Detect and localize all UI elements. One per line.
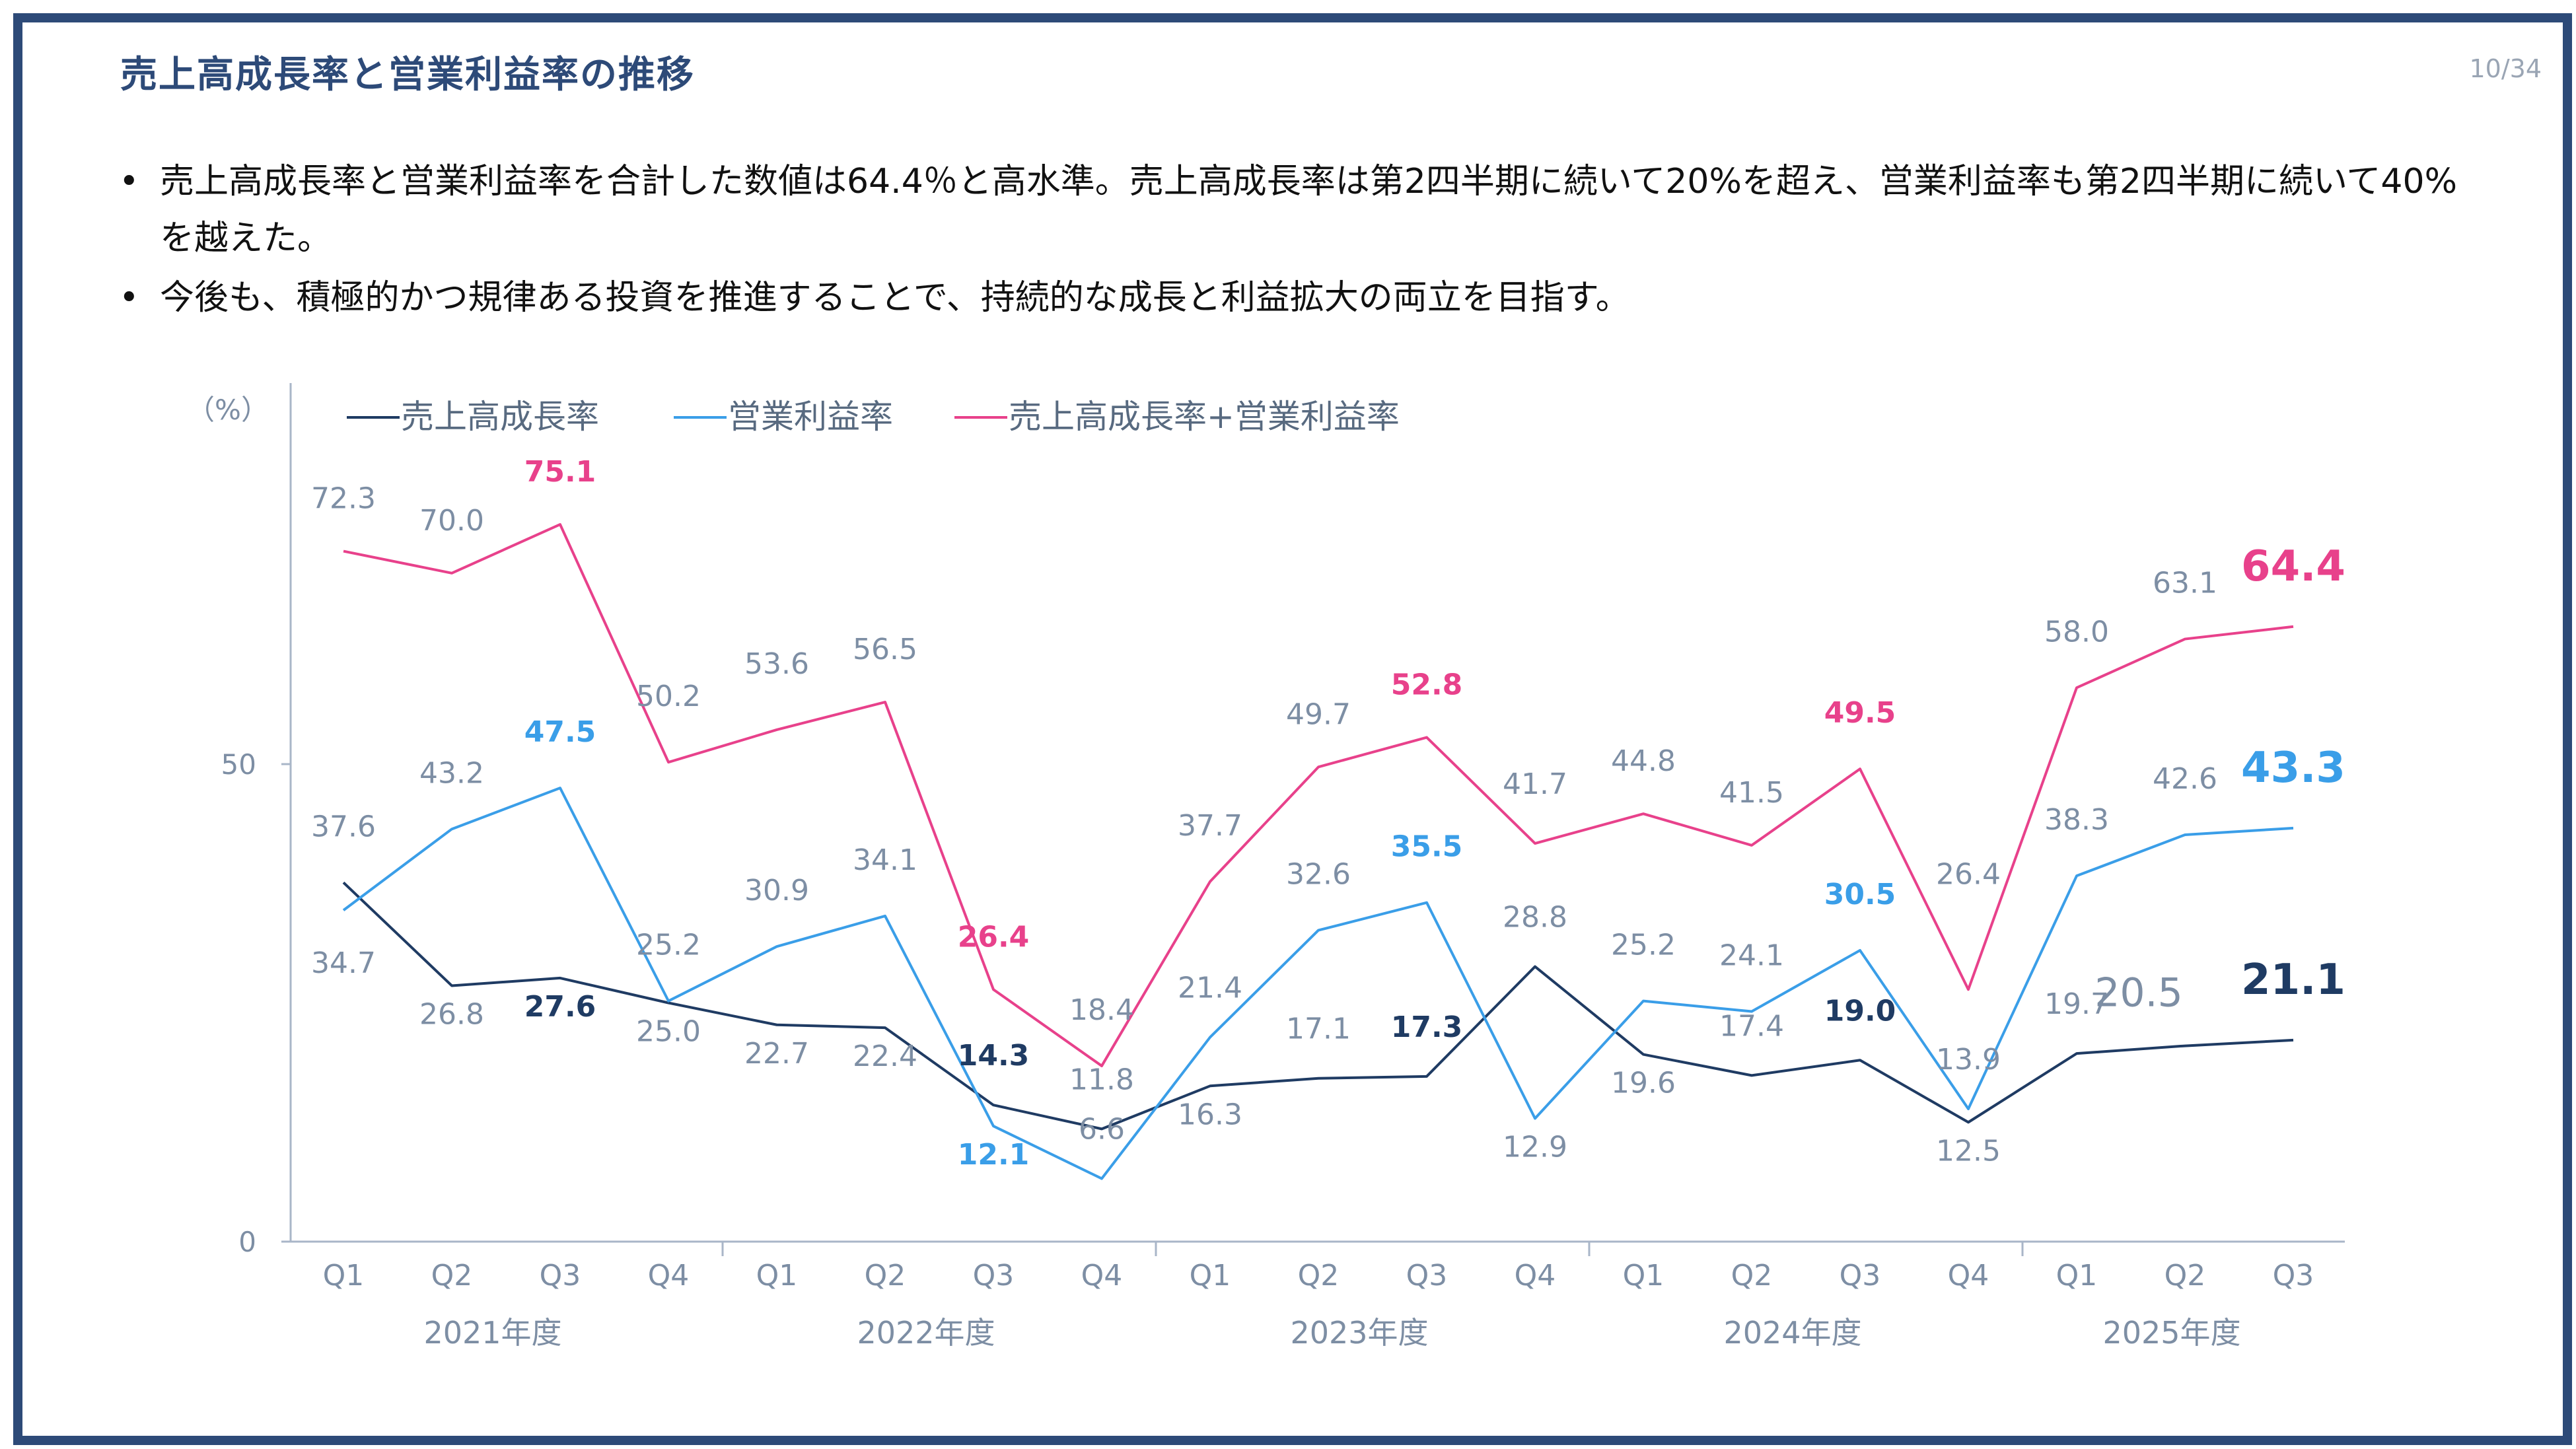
data-label: 30.9 <box>744 874 809 907</box>
data-label: 25.2 <box>636 929 701 962</box>
data-label: 70.0 <box>419 504 484 538</box>
year-group-label: 2024年度 <box>1723 1315 1861 1351</box>
x-tick-label: Q3 <box>973 1259 1015 1292</box>
x-tick-label: Q4 <box>1515 1259 1556 1292</box>
data-label: 56.5 <box>853 633 917 666</box>
bullet-item: 売上高成長率と営業利益率を合計した数値は64.4％と高水準。売上高成長率は第2四… <box>119 153 2470 267</box>
data-label: 24.1 <box>1719 939 1784 973</box>
data-label: 26.8 <box>419 997 484 1031</box>
data-label: 47.5 <box>524 715 596 749</box>
x-tick-label: Q4 <box>648 1259 690 1292</box>
data-label: 43.2 <box>419 756 484 790</box>
x-tick-label: Q3 <box>2273 1259 2314 1292</box>
data-label: 44.8 <box>1611 744 1676 778</box>
data-label: 21.1 <box>2241 956 2345 1005</box>
data-label: 49.5 <box>1824 696 1896 730</box>
data-label: 26.4 <box>1936 857 2001 891</box>
data-label: 22.7 <box>744 1037 809 1071</box>
data-label: 27.6 <box>524 990 596 1024</box>
data-label: 50.2 <box>636 680 701 713</box>
x-tick-label: Q2 <box>1731 1259 1773 1292</box>
data-label: 63.1 <box>2153 567 2217 600</box>
x-tick-label: Q1 <box>323 1259 365 1292</box>
data-label: 35.5 <box>1391 830 1463 864</box>
y-tick-label: 0 <box>238 1226 256 1258</box>
data-label: 32.6 <box>1286 858 1351 892</box>
page-number: 10/34 <box>2469 54 2542 83</box>
data-label: 64.4 <box>2241 542 2345 591</box>
data-label: 18.4 <box>1069 993 1134 1027</box>
data-label: 26.4 <box>958 920 1030 954</box>
series-line-3 <box>343 523 2294 1067</box>
data-label: 42.6 <box>2153 762 2217 796</box>
x-tick-label: Q3 <box>1406 1259 1448 1292</box>
data-label: 17.4 <box>1719 1009 1784 1043</box>
year-group-label: 2025年度 <box>2102 1315 2240 1351</box>
data-label: 53.6 <box>744 647 809 681</box>
data-label: 25.2 <box>1611 929 1676 962</box>
data-label: 19.6 <box>1611 1067 1676 1100</box>
data-label: 41.5 <box>1719 776 1784 810</box>
data-label: 20.5 <box>2094 970 2183 1016</box>
year-group-label: 2022年度 <box>857 1315 995 1351</box>
x-tick-label: Q1 <box>756 1259 798 1292</box>
x-tick-label: Q2 <box>1298 1259 1340 1292</box>
bullet-list: 売上高成長率と営業利益率を合計した数値は64.4％と高水準。売上高成長率は第2四… <box>119 153 2470 329</box>
data-label: 49.7 <box>1286 697 1351 731</box>
year-group-label: 2023年度 <box>1290 1315 1428 1351</box>
data-label: 22.4 <box>853 1040 917 1073</box>
data-label: 37.6 <box>311 810 376 843</box>
data-label: 17.3 <box>1391 1010 1463 1044</box>
x-tick-label: Q2 <box>431 1259 473 1292</box>
data-label: 28.8 <box>1503 901 1567 935</box>
data-label: 21.4 <box>1178 972 1242 1005</box>
data-label: 58.0 <box>2044 615 2109 649</box>
data-label: 37.7 <box>1178 809 1242 843</box>
data-label: 34.1 <box>853 843 917 877</box>
data-label: 25.0 <box>636 1015 701 1049</box>
x-tick-label: Q2 <box>865 1259 906 1292</box>
data-label: 19.7 <box>2044 987 2109 1021</box>
data-label: 34.7 <box>311 946 376 980</box>
data-label: 12.1 <box>958 1138 1030 1172</box>
y-axis-unit-label: （%） <box>187 394 269 426</box>
data-label: 12.5 <box>1936 1134 2001 1168</box>
data-label: 14.3 <box>958 1039 1030 1073</box>
bullet-item: 今後も、積極的かつ規律ある投資を推進することで、持続的な成長と利益拡大の両立を目… <box>119 269 2470 326</box>
data-label: 16.3 <box>1178 1098 1242 1131</box>
data-label: 13.9 <box>1936 1043 2001 1077</box>
y-tick-label: 50 <box>221 748 256 781</box>
x-tick-label: Q4 <box>1948 1259 1989 1292</box>
data-label: 41.7 <box>1503 767 1567 801</box>
x-tick-label: Q3 <box>1840 1259 1881 1292</box>
data-label: 72.3 <box>311 482 376 516</box>
x-tick-label: Q4 <box>1081 1259 1123 1292</box>
data-label: 12.9 <box>1503 1130 1567 1164</box>
x-tick-label: Q3 <box>540 1259 581 1292</box>
data-label: 38.3 <box>2044 803 2109 837</box>
slide-title: 売上高成長率と営業利益率の推移 <box>120 53 695 96</box>
data-label: 52.8 <box>1391 668 1463 702</box>
data-label: 19.0 <box>1824 994 1896 1028</box>
series-line-2 <box>342 787 2294 1180</box>
series-line-1 <box>342 881 2294 1131</box>
x-tick-label: Q1 <box>1623 1259 1664 1292</box>
data-label: 30.5 <box>1824 878 1896 911</box>
data-label: 11.8 <box>1069 1063 1134 1096</box>
data-label: 43.3 <box>2241 744 2345 793</box>
data-label: 6.6 <box>1079 1113 1125 1147</box>
x-tick-label: Q2 <box>2165 1259 2206 1292</box>
x-tick-label: Q1 <box>2056 1259 2098 1292</box>
legend-label-1: 売上高成長率 <box>401 398 599 436</box>
legend-label-3: 売上高成長率+営業利益率 <box>1009 398 1400 436</box>
x-tick-label: Q1 <box>1190 1259 1231 1292</box>
data-label: 75.1 <box>524 455 596 489</box>
legend-label-2: 営業利益率 <box>728 398 893 436</box>
year-group-label: 2021年度 <box>423 1315 561 1351</box>
data-label: 17.1 <box>1286 1012 1351 1046</box>
